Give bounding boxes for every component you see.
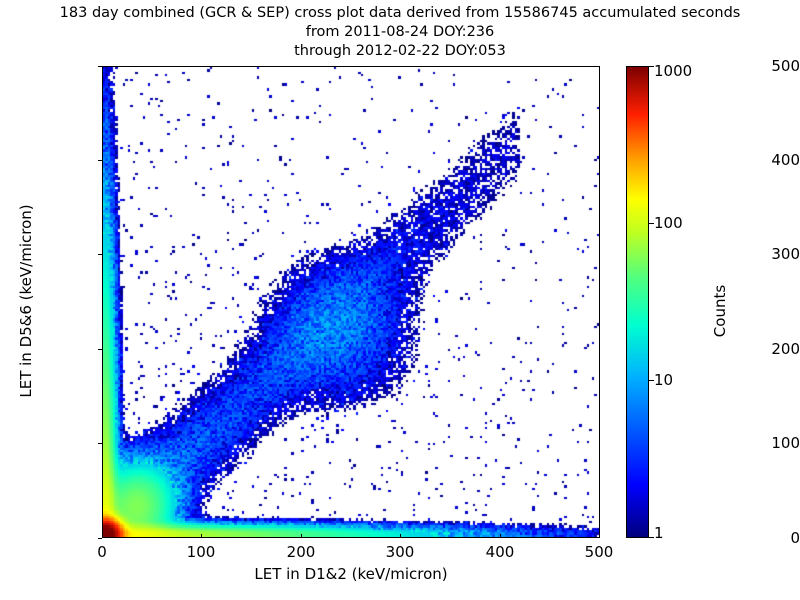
xtick-label-300: 300: [385, 543, 415, 561]
xtick-label-500: 500: [584, 543, 614, 561]
xtick-mark-400: [500, 534, 501, 538]
ytick-mark-400: [98, 160, 102, 161]
ytick-mark-300: [98, 254, 102, 255]
colorbar-gradient: [627, 67, 648, 537]
plot-area[interactable]: [102, 66, 600, 538]
colorbar-tick-100: [649, 223, 654, 224]
title-line-2: from 2011-08-24 DOY:236: [305, 24, 495, 40]
density-heatmap: [103, 67, 599, 537]
xtick-label-400: 400: [485, 543, 515, 561]
colorbar-tick-10: [649, 380, 654, 381]
x-axis-label: LET in D1&2 (keV/micron): [254, 565, 448, 583]
colorbar[interactable]: [626, 66, 649, 538]
colorbar-axis-label: Counts: [711, 284, 729, 338]
ytick-mark-100: [98, 443, 102, 444]
ytick-mark-0: [98, 538, 102, 539]
ytick-label-500: 500: [771, 57, 800, 75]
ytick-label-300: 300: [771, 245, 800, 263]
colorbar-label-1000: 1000: [654, 62, 693, 80]
xtick-label-200: 200: [286, 543, 316, 561]
ytick-mark-500: [98, 66, 102, 67]
colorbar-tick-1: [649, 537, 654, 538]
ytick-label-400: 400: [771, 151, 800, 169]
ytick-label-0: 0: [790, 529, 800, 547]
xtick-label-0: 0: [97, 543, 107, 561]
colorbar-tick-1000: [649, 66, 654, 67]
xtick-mark-0: [102, 534, 103, 538]
ytick-mark-200: [98, 349, 102, 350]
colorbar-label-100: 100: [654, 214, 683, 232]
title-line-1: 183 day combined (GCR & SEP) cross plot …: [59, 5, 741, 21]
title-line-3: through 2012-02-22 DOY:053: [294, 43, 506, 59]
colorbar-label-10: 10: [654, 371, 674, 389]
figure-title: 183 day combined (GCR & SEP) cross plot …: [0, 4, 800, 61]
xtick-mark-500: [599, 534, 600, 538]
y-axis-label: LET in D5&6 (keV/micron): [17, 204, 35, 398]
ytick-label-100: 100: [771, 434, 800, 452]
ytick-label-200: 200: [771, 340, 800, 358]
xtick-mark-300: [400, 534, 401, 538]
xtick-label-100: 100: [186, 543, 216, 561]
xtick-mark-200: [301, 534, 302, 538]
colorbar-label-1: 1: [654, 524, 664, 542]
xtick-mark-100: [201, 534, 202, 538]
